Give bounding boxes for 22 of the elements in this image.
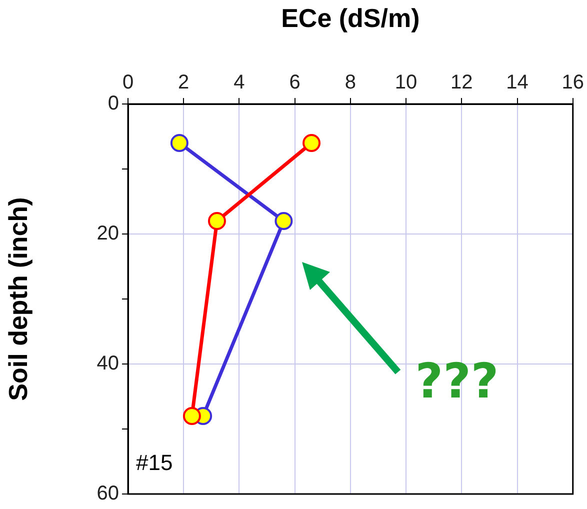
- y-tick-label: 40: [96, 352, 119, 375]
- y-tick-label: 20: [96, 222, 119, 245]
- point: [302, 134, 321, 152]
- x-tick-label: 0: [122, 72, 134, 94]
- x-tick-label: 10: [394, 72, 418, 94]
- x-tick-label: 4: [234, 72, 245, 94]
- x-tick-label: 14: [506, 72, 528, 94]
- point: [208, 212, 226, 230]
- point: [274, 212, 293, 230]
- y-tick-label: 60: [96, 482, 119, 505]
- annotation: ???: [415, 353, 499, 410]
- y-axis-title: Soil depth (inch): [2, 197, 33, 401]
- x-tick-label: 12: [450, 72, 473, 94]
- point: [182, 407, 201, 425]
- x-tick-label: 8: [344, 72, 356, 94]
- x-axis-title: ECe (dS/m): [281, 2, 420, 33]
- annotation: #15: [136, 450, 173, 476]
- x-tick-label: 2: [178, 72, 190, 94]
- x-tick-label: 16: [562, 72, 584, 94]
- point: [170, 134, 188, 152]
- y-tick-label: 0: [108, 92, 119, 115]
- x-tick-label: 6: [289, 72, 300, 94]
